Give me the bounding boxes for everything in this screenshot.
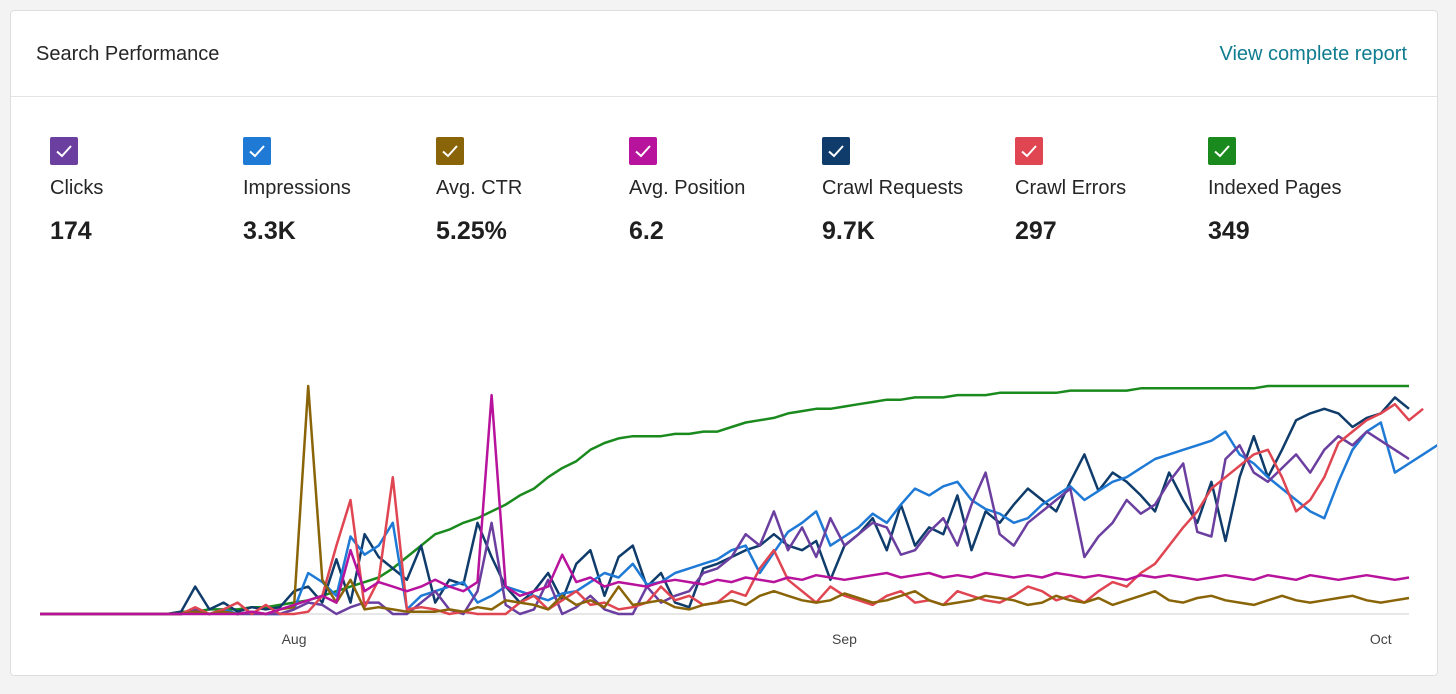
metric-label-avg-position: Avg. Position — [629, 177, 746, 199]
card-title: Search Performance — [36, 43, 220, 65]
metric-checkbox-clicks[interactable] — [50, 137, 78, 165]
metric-label-crawl-errors: Crawl Errors — [1015, 177, 1127, 199]
metric-impressions: Impressions 3.3K — [243, 137, 433, 247]
card-header: Search Performance View complete report — [11, 11, 1437, 97]
metric-crawl-requests: Crawl Requests 9.7K — [822, 137, 1012, 247]
metric-avg-position: Avg. Position 6.2 — [629, 137, 819, 247]
search-performance-card: Search Performance View complete report … — [10, 10, 1438, 676]
metric-value-indexed-pages: 349 — [1208, 217, 1250, 245]
metric-label-impressions: Impressions — [243, 177, 351, 199]
checkmark-icon — [1214, 145, 1230, 158]
metric-checkbox-avg-ctr[interactable] — [436, 137, 464, 165]
metric-checkbox-crawl-errors[interactable] — [1015, 137, 1043, 165]
metric-checkbox-indexed-pages[interactable] — [1208, 137, 1236, 165]
metric-avg-ctr: Avg. CTR 5.25% — [436, 137, 626, 247]
metric-crawl-errors: Crawl Errors 297 — [1015, 137, 1205, 247]
metric-checkbox-avg-position[interactable] — [629, 137, 657, 165]
series-line-crawl-errors — [40, 402, 1424, 616]
metric-value-crawl-requests: 9.7K — [822, 217, 875, 245]
performance-line-chart: Aug Sep Oct — [40, 384, 1437, 647]
metric-value-avg-position: 6.2 — [629, 217, 664, 245]
series-line-clicks — [40, 430, 1410, 616]
metric-label-indexed-pages: Indexed Pages — [1208, 177, 1342, 199]
metric-checkbox-crawl-requests[interactable] — [822, 137, 850, 165]
checkmark-icon — [249, 145, 265, 158]
checkmark-icon — [1021, 145, 1037, 158]
metric-checkbox-impressions[interactable] — [243, 137, 271, 165]
x-tick-label: Aug — [282, 631, 307, 647]
series-line-avg-position — [40, 393, 1410, 616]
x-tick-label: Oct — [1370, 631, 1392, 647]
metric-value-impressions: 3.3K — [243, 217, 296, 245]
checkmark-icon — [56, 145, 72, 158]
metric-label-clicks: Clicks — [50, 177, 104, 199]
checkmark-icon — [828, 145, 844, 158]
metric-clicks: Clicks 174 — [50, 137, 240, 247]
metric-value-crawl-errors: 297 — [1015, 217, 1057, 245]
series-line-impressions — [40, 421, 1437, 616]
metric-label-avg-ctr: Avg. CTR — [436, 177, 523, 199]
checkmark-icon — [635, 145, 651, 158]
view-complete-report-link[interactable]: View complete report — [1219, 43, 1408, 65]
checkmark-icon — [442, 145, 458, 158]
metric-value-clicks: 174 — [50, 217, 92, 245]
metric-indexed-pages: Indexed Pages 349 — [1208, 137, 1398, 247]
metric-value-avg-ctr: 5.25% — [436, 217, 507, 245]
x-tick-label: Sep — [832, 631, 857, 647]
series-line-crawl-requests — [40, 396, 1410, 616]
metric-label-crawl-requests: Crawl Requests — [822, 177, 964, 199]
